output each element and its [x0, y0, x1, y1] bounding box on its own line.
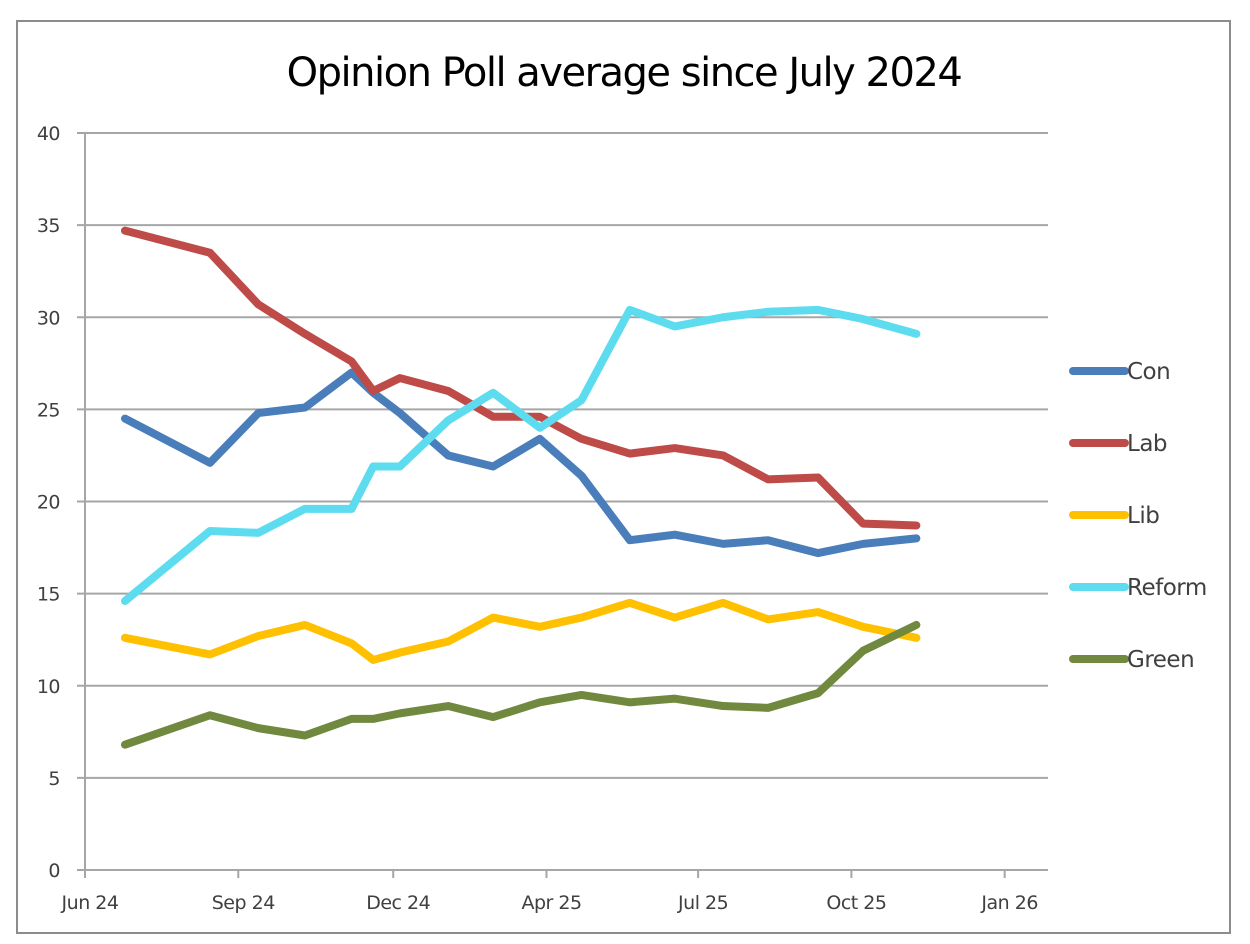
x-tick-label: Jan 26: [980, 892, 1038, 914]
legend-item-reform: Reform: [1069, 575, 1207, 601]
legend-item-green: Green: [1069, 647, 1195, 673]
series-lines: [120, 226, 921, 749]
legend-label: Green: [1127, 647, 1194, 673]
axes: 0 5 10 15 20 25 30 35 40 Jun 24 Sep 24 Dec 24 Apr 25…: [37, 123, 1039, 914]
y-tick-label: 5: [48, 768, 60, 790]
series-line-lib: [120, 598, 921, 664]
legend-label: Reform: [1127, 575, 1207, 601]
legend-label: Lab: [1127, 431, 1167, 457]
legend-item-lib: Lib: [1069, 503, 1160, 529]
y-tick-label: 0: [48, 860, 60, 882]
x-tick-label: Apr 25: [521, 892, 581, 914]
x-tick-label: Jun 24: [61, 892, 119, 914]
series-line-lab: [120, 226, 921, 530]
y-tick-label: 15: [37, 584, 60, 606]
series-line-green: [120, 620, 921, 749]
y-tick-label: 35: [37, 215, 60, 237]
x-tick-label: Dec 24: [366, 892, 430, 914]
series-line-con: [120, 368, 921, 558]
legend: Con Lab Lib Reform Green: [1069, 359, 1207, 673]
legend-label: Lib: [1127, 503, 1159, 529]
x-tick-label: Jul 25: [677, 892, 728, 914]
legend-item-con: Con: [1069, 359, 1171, 385]
chart-title: Opinion Poll average since July 2024: [287, 50, 962, 96]
x-tick-label: Oct 25: [826, 892, 886, 914]
y-tick-label: 40: [37, 123, 60, 145]
chart-frame: [16, 20, 1231, 934]
legend-item-lab: Lab: [1069, 431, 1168, 457]
series-line-reform: [120, 305, 921, 605]
x-tick-label: Sep 24: [212, 892, 275, 914]
y-tick-label: 25: [37, 399, 60, 421]
y-tick-label: 30: [37, 307, 60, 329]
legend-label: Con: [1127, 359, 1170, 385]
gridlines: [77, 132, 1048, 871]
y-tick-label: 10: [37, 676, 60, 698]
y-tick-label: 20: [37, 492, 60, 514]
